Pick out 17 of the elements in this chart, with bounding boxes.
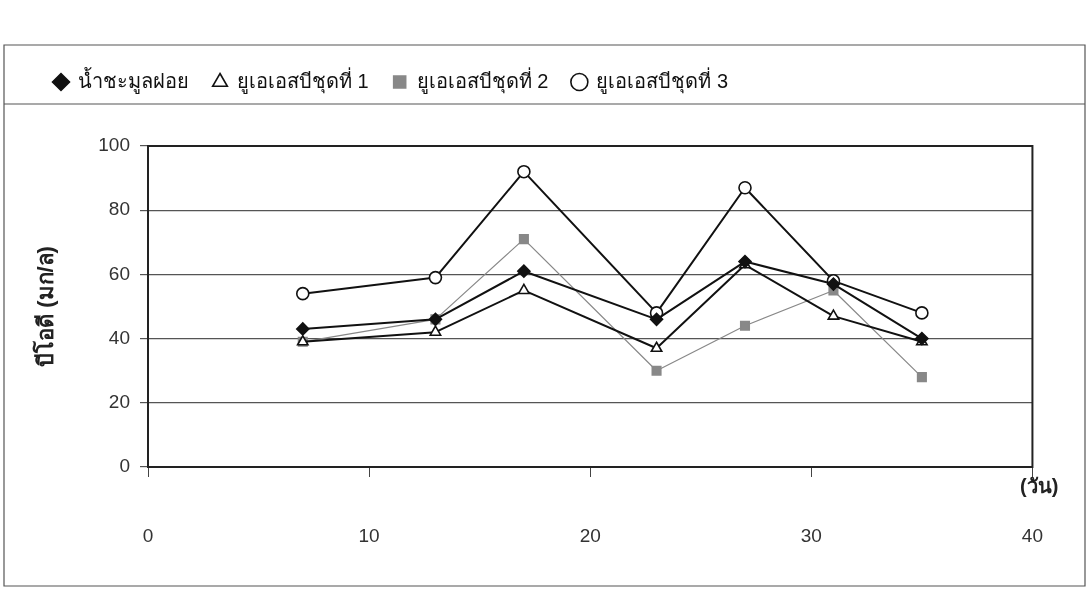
x-tick-label: 30 <box>800 524 822 546</box>
y-tick-label: 40 <box>108 326 130 348</box>
y-tick-label: 100 <box>98 134 130 156</box>
legend-label: ยูเอเอสบีชุดที่ 3 <box>596 66 729 94</box>
legend-label: น้ำชะมูลฝอย <box>78 66 189 94</box>
x-tick-label: 0 <box>142 524 154 546</box>
x-tick-label: 10 <box>358 524 380 546</box>
x-tick-label: 40 <box>1021 524 1043 546</box>
y-axis-title: บีโอดี (มก/ล) <box>32 246 59 367</box>
y-tick-label: 20 <box>108 391 130 413</box>
legend-label: ยูเอเอสบีชุดที่ 1 <box>237 66 369 94</box>
y-tick-label: 0 <box>119 455 130 477</box>
legend-label: ยูเอเอสบีชุดที่ 2 <box>416 66 549 94</box>
y-tick-label: 60 <box>108 262 130 284</box>
x-axis-title: (วัน) <box>1020 474 1059 497</box>
y-tick-label: 80 <box>108 198 130 220</box>
x-tick-label: 20 <box>579 524 601 546</box>
